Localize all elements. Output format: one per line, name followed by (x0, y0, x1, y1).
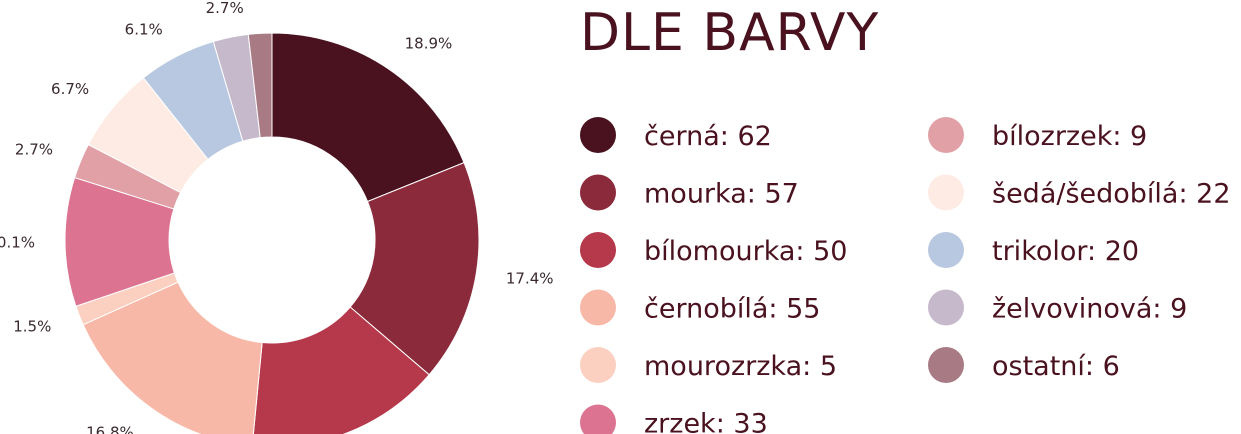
legend-label: zrzek: 33 (644, 409, 768, 434)
legend-value: 57 (764, 179, 798, 210)
legend-value: 6 (1103, 351, 1120, 382)
legend-label: mourka: 57 (644, 179, 799, 210)
legend-label: ostatní: 6 (992, 351, 1120, 382)
legend-swatch (928, 289, 964, 326)
donut-slice (349, 161, 480, 376)
legend-name: ostatní (992, 351, 1086, 382)
legend-value: 50 (813, 236, 847, 267)
legend-swatch (580, 174, 616, 211)
legend-name: mourka (644, 179, 747, 210)
legend-label: mourozrzka: 5 (644, 351, 837, 382)
legend-value: 9 (1130, 121, 1147, 152)
donut-slice (252, 306, 430, 434)
legend-label: černobílá: 55 (644, 294, 820, 325)
legend-label: šedá/šedobílá: 22 (992, 179, 1231, 210)
legend-value: 20 (1105, 236, 1139, 267)
chart-title: DLE BARVY (580, 3, 879, 63)
legend-name: zrzek (644, 409, 716, 434)
slice-label: 6.7% (51, 80, 89, 98)
slice-label: 1.5% (13, 317, 51, 335)
legend-swatch (580, 404, 616, 434)
legend-value: 9 (1170, 294, 1187, 325)
legend-label: bílozrzek: 9 (992, 121, 1147, 152)
legend-swatch (580, 347, 616, 383)
legend-name: šedá/šedobílá (992, 179, 1178, 210)
legend-value: 22 (1196, 179, 1230, 210)
legend-swatch (580, 117, 616, 153)
legend-value: 55 (786, 294, 820, 325)
slice-label: 2.7% (206, 0, 244, 17)
legend-swatch (580, 289, 616, 326)
slice-label: 2.7% (15, 140, 53, 158)
legend-label: želvovinová: 9 (992, 294, 1187, 325)
legend-value: 62 (737, 121, 771, 152)
legend-name: trikolor (992, 236, 1088, 267)
slice-label: 16.8% (86, 424, 134, 434)
legend-label: černá: 62 (644, 121, 772, 152)
legend-swatch (928, 174, 964, 211)
legend-name: černobílá (644, 294, 768, 325)
legend-label: bílomourka: 50 (644, 236, 847, 267)
slice-label: 6.1% (125, 21, 163, 39)
slice-label: 10.1% (0, 233, 35, 251)
legend-swatch (928, 232, 964, 268)
donut-slice (82, 281, 263, 434)
legend-value: 33 (733, 409, 767, 434)
donut-slice (247, 32, 273, 139)
slice-label: 17.4% (506, 269, 554, 287)
slice-label: 18.9% (405, 35, 453, 53)
legend-value: 5 (820, 351, 837, 382)
legend-swatch (580, 232, 616, 268)
legend-name: bílomourka (644, 236, 795, 267)
legend-swatch (928, 347, 964, 383)
legend-name: mourozrzka (644, 351, 802, 382)
legend-name: černá (644, 121, 720, 152)
legend-swatch (928, 117, 964, 153)
donut-slice (271, 32, 465, 203)
legend-name: želvovinová (992, 294, 1152, 325)
legend-name: bílozrzek (992, 121, 1113, 152)
legend-label: trikolor: 20 (992, 236, 1139, 267)
